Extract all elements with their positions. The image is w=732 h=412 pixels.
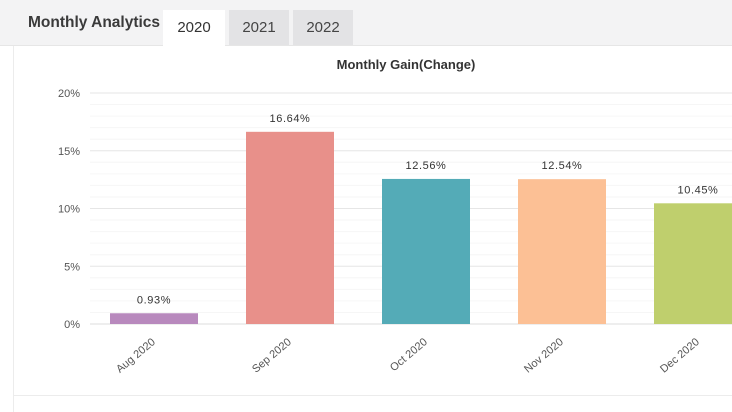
x-tick-label: Nov 2020	[522, 336, 566, 375]
y-tick-label: 0%	[64, 319, 80, 331]
y-tick-label: 20%	[58, 88, 80, 100]
bar	[654, 203, 732, 324]
bar	[110, 313, 198, 324]
chart-footer-divider	[13, 395, 732, 396]
x-tick-label: Aug 2020	[114, 336, 158, 375]
bar	[518, 179, 606, 324]
bar-data-label: 12.54%	[542, 160, 583, 172]
bar-data-label: 10.45%	[678, 184, 719, 196]
y-tick-label: 5%	[64, 261, 80, 273]
chart-title: Monthly Gain(Change)	[337, 57, 476, 72]
x-tick-label: Dec 2020	[658, 336, 702, 375]
bar	[246, 131, 334, 324]
bar	[382, 178, 470, 324]
tab-2020[interactable]: 2020	[163, 10, 225, 46]
tab-bar: Monthly Analytics 2020 2021 2022	[0, 0, 732, 46]
x-tick-label: Sep 2020	[250, 336, 294, 375]
bar-data-label: 12.56%	[406, 160, 447, 172]
widget-title: Monthly Analytics	[28, 14, 161, 31]
x-tick-label: Oct 2020	[388, 336, 430, 374]
y-tick-label: 15%	[58, 146, 80, 158]
y-tick-label: 10%	[58, 204, 80, 216]
tab-2022[interactable]: 2022	[293, 10, 353, 45]
bar-data-label: 0.93%	[137, 294, 171, 306]
bar-data-label: 16.64%	[270, 113, 311, 125]
chart-panel	[13, 46, 732, 412]
tab-2021[interactable]: 2021	[229, 10, 289, 45]
